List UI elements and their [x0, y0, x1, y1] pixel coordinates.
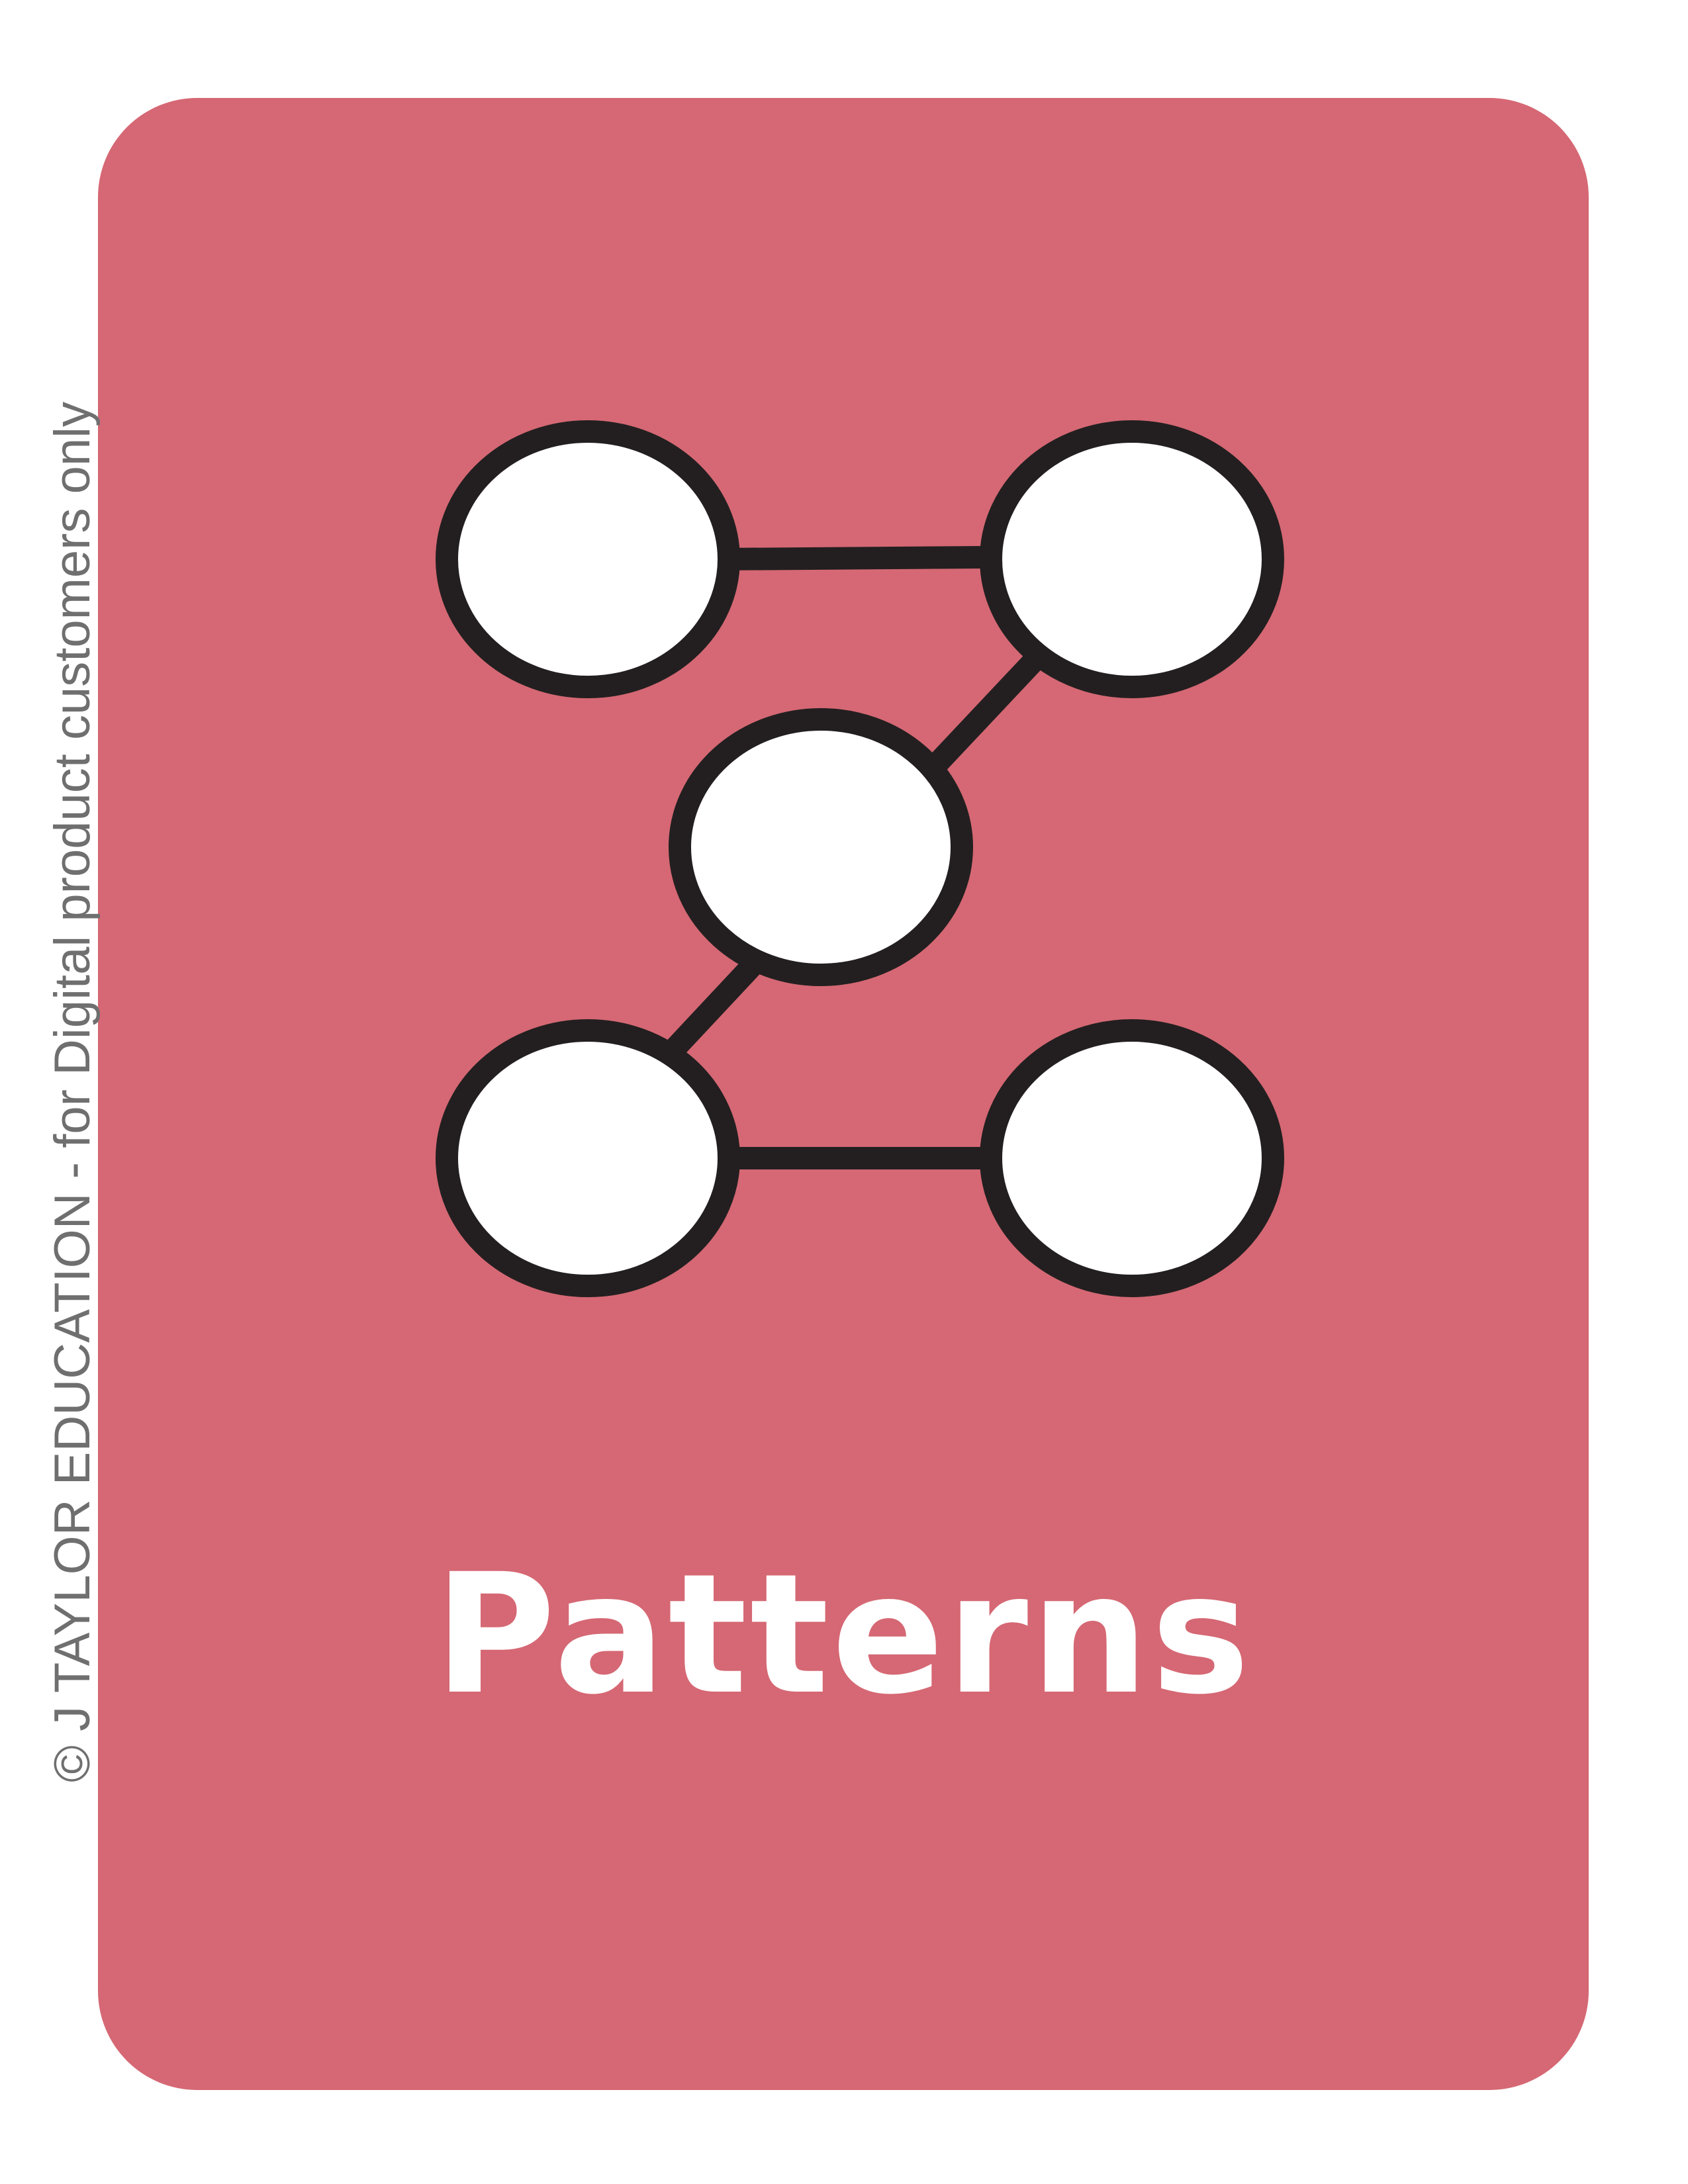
node-top-left	[436, 420, 740, 698]
category-card	[98, 98, 1589, 2090]
card-title: Patterns	[434, 1538, 1252, 1731]
node-bottom-left	[436, 1019, 740, 1297]
copyright-notice: © J TAYLOR EDUCATION - for Digital produ…	[44, 401, 101, 1783]
connector-upper-diagonal	[922, 644, 1051, 779]
node-bottom-right	[980, 1019, 1284, 1297]
node-top-right	[980, 420, 1284, 698]
connector-lower-diagonal	[651, 948, 769, 1073]
node-center	[669, 708, 973, 986]
connector-top	[707, 546, 994, 570]
